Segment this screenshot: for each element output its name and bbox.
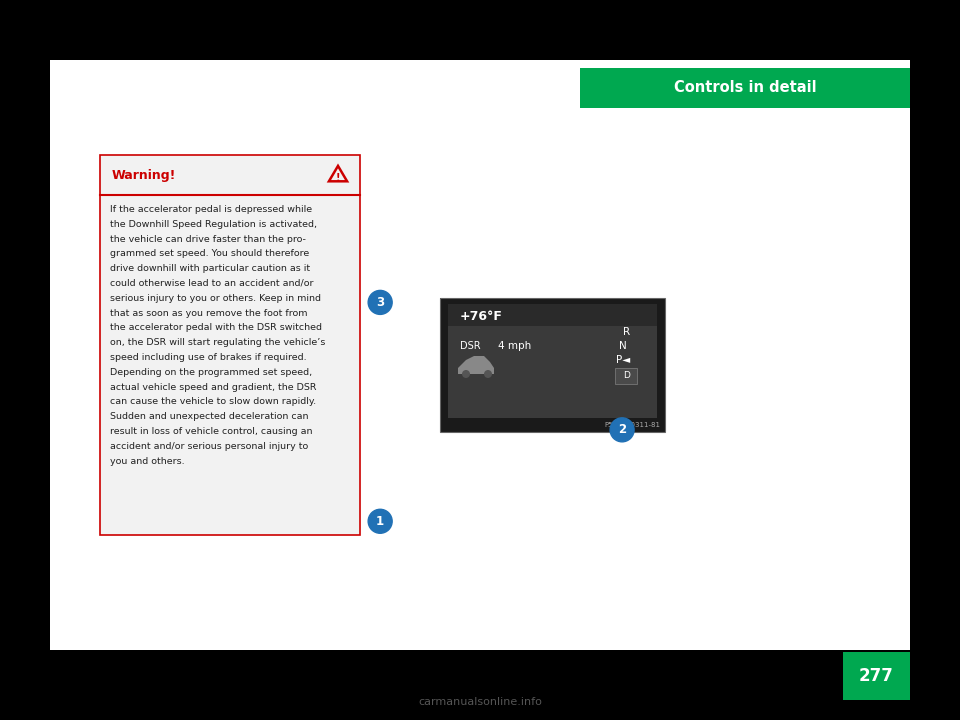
Text: actual vehicle speed and gradient, the DSR: actual vehicle speed and gradient, the D… [110, 382, 317, 392]
Text: +76°F: +76°F [460, 310, 503, 323]
Text: D: D [624, 372, 631, 380]
Circle shape [484, 370, 492, 378]
Bar [440, 298, 665, 432]
Text: result in loss of vehicle control, causing an: result in loss of vehicle control, causi… [110, 427, 313, 436]
Text: P◄: P◄ [616, 355, 630, 365]
Polygon shape [458, 356, 494, 374]
Text: accident and/or serious personal injury to: accident and/or serious personal injury … [110, 442, 308, 451]
Bar [100, 155, 360, 535]
Bar [448, 304, 657, 326]
Text: the vehicle can drive faster than the pro-: the vehicle can drive faster than the pr… [110, 235, 306, 243]
Circle shape [611, 418, 635, 442]
Text: the accelerator pedal with the DSR switched: the accelerator pedal with the DSR switc… [110, 323, 322, 333]
Text: 2: 2 [618, 423, 626, 436]
Text: that as soon as you remove the foot from: that as soon as you remove the foot from [110, 309, 307, 318]
Text: 4 mph: 4 mph [498, 341, 531, 351]
Text: Warning!: Warning! [112, 169, 177, 182]
Circle shape [369, 290, 393, 315]
Bar [0, 0, 50, 720]
Bar [50, 60, 910, 650]
Text: serious injury to you or others. Keep in mind: serious injury to you or others. Keep in… [110, 294, 321, 303]
Text: 1: 1 [376, 515, 384, 528]
Bar [615, 368, 637, 384]
Text: you and others.: you and others. [110, 456, 184, 466]
Text: !: ! [336, 173, 340, 183]
Text: If the accelerator pedal is depressed while: If the accelerator pedal is depressed wh… [110, 205, 312, 214]
Text: N: N [619, 341, 627, 351]
Text: can cause the vehicle to slow down rapidly.: can cause the vehicle to slow down rapid… [110, 397, 316, 406]
Text: 3: 3 [376, 296, 384, 309]
Text: Depending on the programmed set speed,: Depending on the programmed set speed, [110, 368, 312, 377]
Text: the Downhill Speed Regulation is activated,: the Downhill Speed Regulation is activat… [110, 220, 317, 229]
Text: carmanualsonline.info: carmanualsonline.info [418, 697, 542, 707]
Bar [0, 0, 960, 60]
Text: 277: 277 [859, 667, 894, 685]
Bar [910, 0, 960, 720]
Text: DSR: DSR [460, 341, 481, 351]
Bar [448, 304, 657, 418]
Text: on, the DSR will start regulating the vehicle’s: on, the DSR will start regulating the ve… [110, 338, 325, 347]
Bar [440, 298, 665, 432]
Text: P54.32-0311-81: P54.32-0311-81 [604, 422, 660, 428]
Bar [101, 156, 359, 195]
Text: could otherwise lead to an accident and/or: could otherwise lead to an accident and/… [110, 279, 314, 288]
Text: R: R [623, 327, 631, 337]
Text: Sudden and unexpected deceleration can: Sudden and unexpected deceleration can [110, 412, 308, 421]
Bar [580, 68, 910, 108]
Text: speed including use of brakes if required.: speed including use of brakes if require… [110, 353, 306, 362]
Bar [843, 652, 910, 700]
Circle shape [462, 370, 470, 378]
Text: drive downhill with particular caution as it: drive downhill with particular caution a… [110, 264, 310, 273]
Text: Controls in detail: Controls in detail [674, 81, 816, 96]
Bar [0, 650, 960, 720]
Circle shape [369, 509, 393, 534]
Text: grammed set speed. You should therefore: grammed set speed. You should therefore [110, 249, 309, 258]
